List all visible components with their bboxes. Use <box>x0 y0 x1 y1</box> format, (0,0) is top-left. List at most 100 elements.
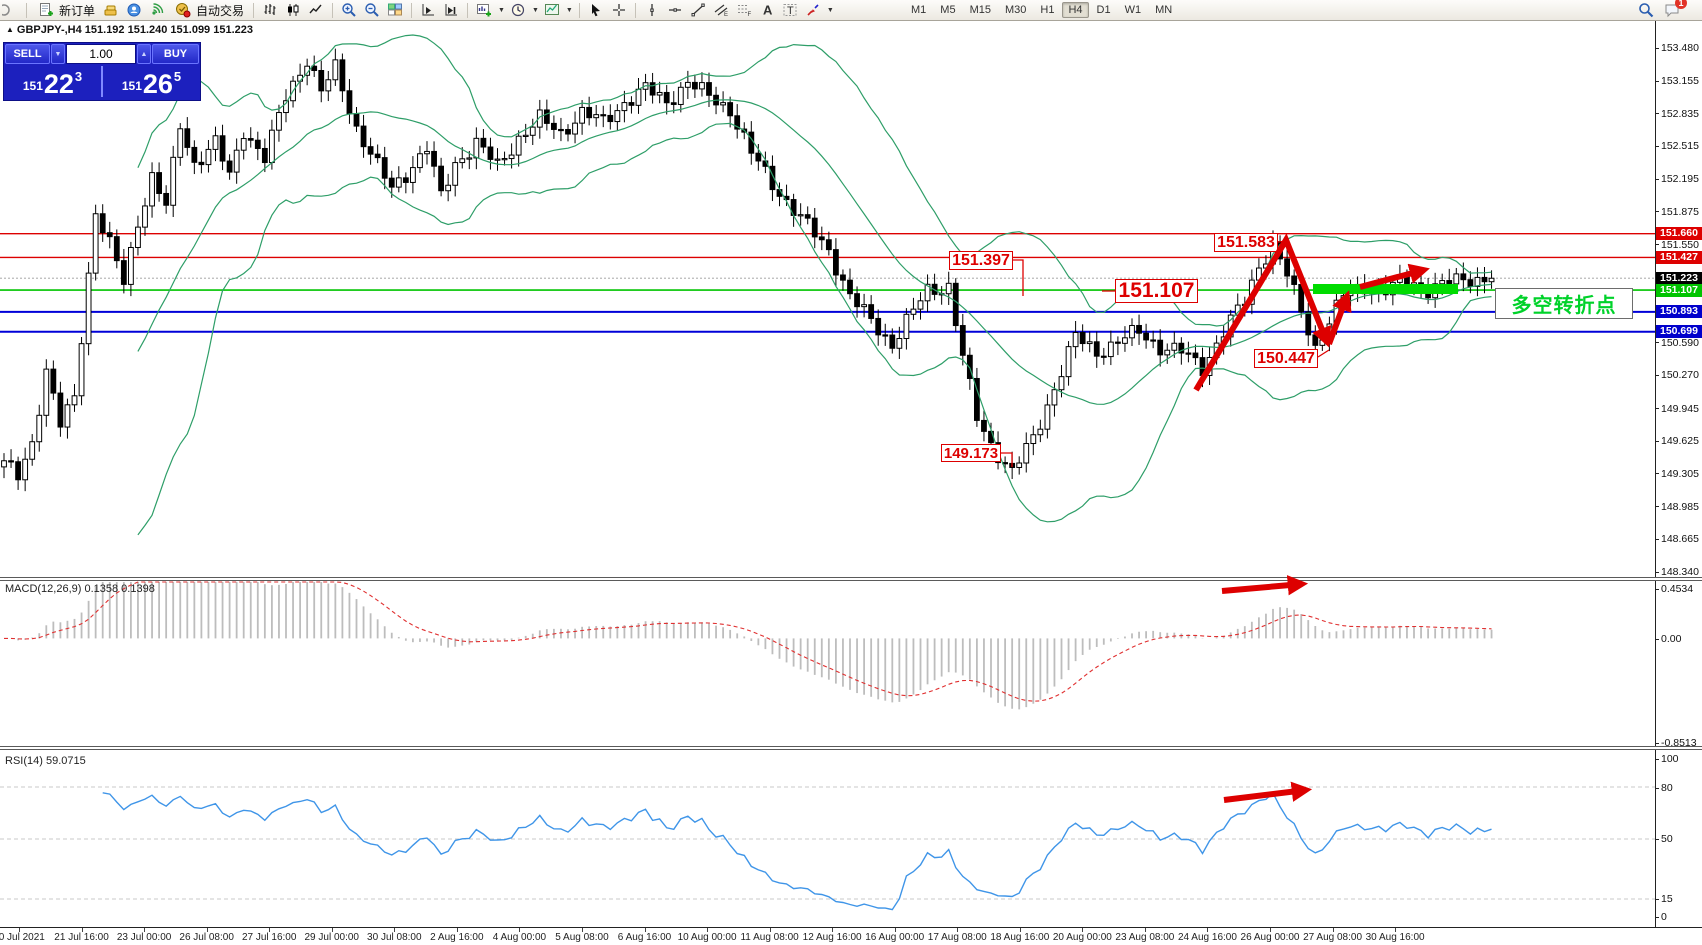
tile-windows-icon[interactable] <box>385 1 405 19</box>
price-divider <box>101 66 103 97</box>
dropdown-caret-icon[interactable]: ▼ <box>565 6 573 14</box>
chart-shift-icon[interactable] <box>441 1 461 19</box>
arrows-dropdown[interactable] <box>803 1 823 19</box>
signals-icon[interactable] <box>147 1 167 19</box>
macd-tick <box>1655 639 1659 640</box>
volume-increase-button[interactable]: ▲ <box>137 44 151 64</box>
time-tick <box>456 928 458 932</box>
text-icon[interactable]: A <box>757 1 777 19</box>
channel-icon[interactable]: E <box>711 1 731 19</box>
search-icon-glyph[interactable] <box>1636 1 1656 19</box>
new-order-button-icon[interactable] <box>36 1 56 19</box>
rsi-tick <box>1655 917 1659 918</box>
timeframe-w1[interactable]: W1 <box>1124 4 1142 16</box>
autotrading-button[interactable]: 自动交易 <box>170 1 247 19</box>
price-badge-151.223: 151.223 <box>1656 271 1702 285</box>
cursor-icon[interactable] <box>586 1 606 19</box>
rsi-tick <box>1655 899 1659 900</box>
autotrading-button-icon[interactable] <box>173 1 193 19</box>
buy-price[interactable]: 151 26 5 <box>121 69 182 99</box>
auto-scroll-icon[interactable] <box>418 1 438 19</box>
time-tick <box>1082 928 1084 932</box>
templates-dropdown[interactable] <box>542 1 562 19</box>
rsi-line <box>102 791 1492 911</box>
rsi-panel[interactable] <box>0 750 1655 927</box>
price-tick-label: 152.515 <box>1661 140 1699 153</box>
label-icon[interactable]: T <box>780 1 800 19</box>
zoom-in-icon[interactable] <box>339 1 359 19</box>
time-tick <box>1332 928 1334 932</box>
periods-dropdown[interactable] <box>508 1 528 19</box>
timeframe-m1[interactable]: M1 <box>911 4 927 16</box>
rsi-scale-label: 50 <box>1661 833 1673 845</box>
main-chart[interactable] <box>0 20 1655 577</box>
crosshair-icon[interactable] <box>609 1 629 19</box>
bollinger-lower <box>137 122 1492 536</box>
vline-icon[interactable] <box>642 1 662 19</box>
macd-panel[interactable] <box>0 581 1655 746</box>
toolbar-right-group: 1 <box>1636 0 1687 20</box>
timeframe-d1[interactable]: D1 <box>1096 4 1111 16</box>
timeframe-h4[interactable]: H4 <box>1062 2 1089 18</box>
price-tick-label: 150.270 <box>1661 369 1699 382</box>
buy-button[interactable]: BUY <box>152 44 199 64</box>
price-tick-label: 151.875 <box>1661 205 1699 218</box>
timeframe-mn[interactable]: MN <box>1155 4 1173 16</box>
panel-divider[interactable] <box>0 746 1702 750</box>
price-tick-label: 149.305 <box>1661 467 1699 480</box>
zoom-out-icon[interactable] <box>362 1 382 19</box>
new-order-button[interactable]: 新订单 <box>33 1 98 19</box>
price-tick-label: 148.340 <box>1661 566 1699 579</box>
time-axis[interactable]: 20 Jul 2021 21 Jul 16:00 23 Jul 00:00 26 Ju… <box>0 927 1702 945</box>
time-tick <box>81 928 83 932</box>
time-label: 23 Aug 08:00 <box>1115 932 1175 943</box>
chart-line-icon[interactable] <box>306 1 326 19</box>
notifications-icon[interactable]: 1 <box>1662 0 1687 19</box>
chart-candles-icon[interactable] <box>283 1 303 19</box>
note-bull-bear-turning-point: 多空转折点 <box>1495 288 1633 319</box>
timeframe-h1[interactable]: H1 <box>1040 4 1055 16</box>
dropdown-caret-icon[interactable]: ▼ <box>498 6 505 14</box>
price-tick <box>1655 506 1659 508</box>
hline-icon[interactable] <box>665 1 685 19</box>
search-icon[interactable] <box>1636 1 1656 19</box>
symbol-ohlc-line: ▲ GBPJPY-,H4 151.192 151.240 151.099 151.… <box>6 24 253 36</box>
chart-bars-icon[interactable] <box>260 1 280 19</box>
panel-divider[interactable] <box>0 577 1702 581</box>
time-tick <box>769 928 771 932</box>
time-label: 10 Aug 00:00 <box>677 932 737 943</box>
timeframe-m15[interactable]: M15 <box>969 4 991 16</box>
price-badge-151.427: 151.427 <box>1656 250 1702 264</box>
community-icon[interactable] <box>124 1 144 19</box>
price-badge-150.699: 150.699 <box>1656 325 1702 339</box>
fibonacci-icon[interactable]: F <box>734 1 754 19</box>
toolbar-separator <box>467 2 469 18</box>
timeframe-m5[interactable]: M5 <box>940 4 956 16</box>
time-tick <box>1144 928 1146 932</box>
volume-decrease-button[interactable]: ▼ <box>51 44 65 64</box>
partial-icon[interactable] <box>0 1 20 19</box>
sell-price[interactable]: 151 22 3 <box>22 69 83 99</box>
price-tick <box>1655 408 1659 410</box>
macd-signal-line <box>4 581 1492 702</box>
time-tick <box>644 928 646 932</box>
time-tick <box>19 928 20 932</box>
time-label: 16 Aug 00:00 <box>865 932 925 943</box>
new-chart-dropdown[interactable] <box>474 1 494 19</box>
trendline-icon[interactable] <box>688 1 708 19</box>
time-label: 5 Aug 08:00 <box>555 932 609 943</box>
volume-input[interactable] <box>66 44 136 64</box>
rsi-scale-label: 0 <box>1661 911 1667 923</box>
market-icon[interactable] <box>101 1 121 19</box>
time-tick <box>519 928 521 932</box>
sell-button[interactable]: SELL <box>5 44 50 64</box>
rsi-tick <box>1655 759 1659 760</box>
timeframe-m30[interactable]: M30 <box>1004 4 1027 16</box>
time-tick <box>394 928 396 932</box>
candles <box>1 48 1495 492</box>
dropdown-caret-icon[interactable]: ▼ <box>531 6 539 14</box>
dropdown-caret-icon[interactable]: ▼ <box>826 6 834 14</box>
price-tick <box>1655 178 1659 180</box>
time-tick <box>1207 928 1209 932</box>
